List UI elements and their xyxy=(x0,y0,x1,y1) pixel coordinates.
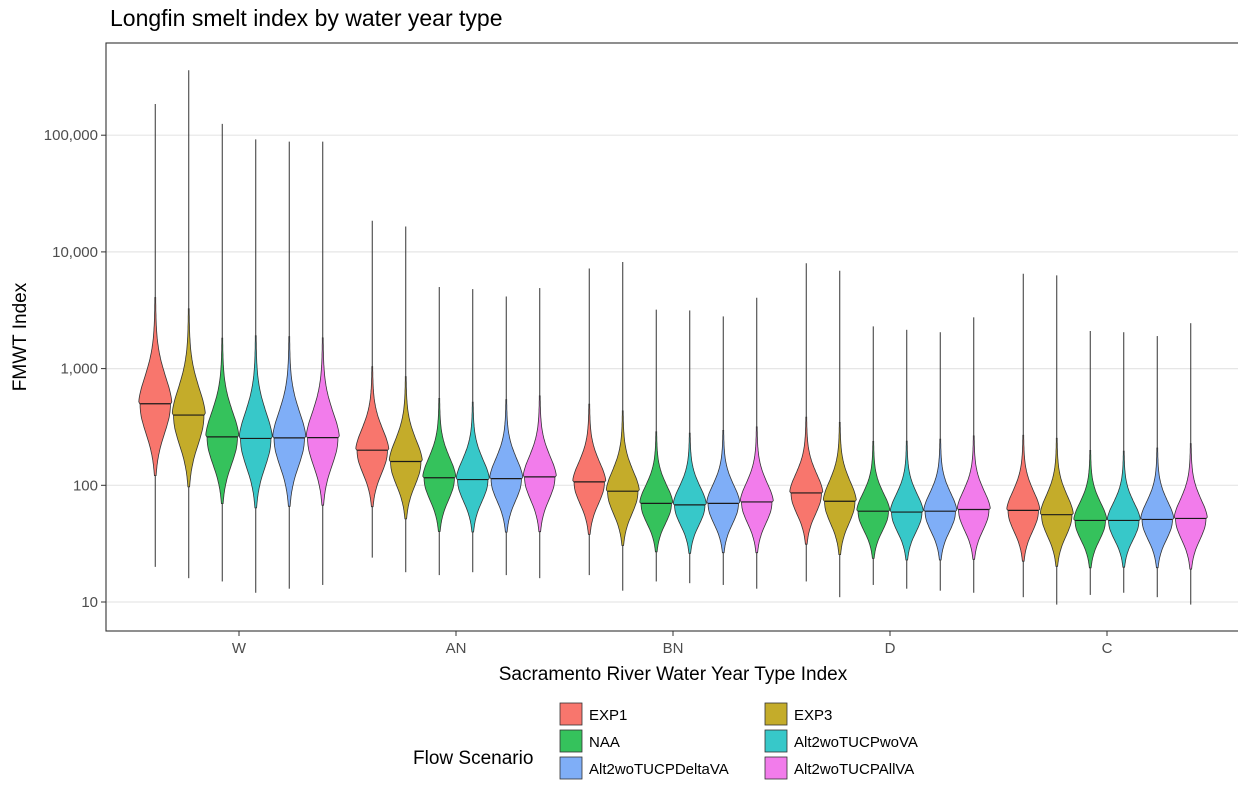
violin-EXP3-D xyxy=(822,270,857,598)
violin-EXP3-BN xyxy=(605,261,640,591)
violin-body xyxy=(455,401,490,533)
violins xyxy=(138,70,1208,605)
violin-NAA-AN xyxy=(422,287,457,576)
violin-body xyxy=(822,422,857,555)
violin-body xyxy=(672,432,707,554)
chart-title: Longfin smelt index by water year type xyxy=(110,5,502,31)
violin-Alt2woTUCPDeltaVA-AN xyxy=(489,296,524,576)
x-tick-label: AN xyxy=(446,640,467,657)
x-axis: W AN BN D C xyxy=(232,631,1113,657)
violin-body xyxy=(639,431,674,553)
y-tick-label: 10 xyxy=(81,594,98,611)
legend-key xyxy=(764,756,788,780)
violin-body xyxy=(1173,443,1208,570)
violin-body xyxy=(272,336,307,507)
violin-body xyxy=(138,297,173,476)
violin-Alt2woTUCPAllVA-BN xyxy=(739,297,774,589)
violin-body xyxy=(1106,450,1141,568)
violin-Alt2woTUCPwoVA-D xyxy=(889,329,924,589)
violin-Alt2woTUCPDeltaVA-C xyxy=(1140,336,1175,598)
violin-Alt2woTUCPwoVA-C xyxy=(1106,332,1141,593)
violin-Alt2woTUCPAllVA-D xyxy=(956,317,991,593)
violin-Alt2woTUCPwoVA-BN xyxy=(672,310,707,584)
x-axis-title: Sacramento River Water Year Type Index xyxy=(499,664,848,685)
violin-body xyxy=(739,426,774,554)
y-axis-title: FMWT Index xyxy=(10,282,31,391)
violin-Alt2woTUCPwoVA-W xyxy=(238,139,273,593)
violin-Alt2woTUCPDeltaVA-W xyxy=(272,141,307,589)
legend-label: EXP3 xyxy=(794,707,832,724)
violin-NAA-W xyxy=(205,123,240,582)
violin-body xyxy=(1140,447,1175,569)
violin-body xyxy=(1073,450,1108,569)
legend-key xyxy=(559,756,583,780)
violin-body xyxy=(388,376,423,520)
violin-body xyxy=(923,438,958,561)
y-tick-label: 1,000 xyxy=(60,361,98,378)
y-tick-label: 100,000 xyxy=(44,127,98,144)
violin-body xyxy=(856,441,891,559)
legend-key xyxy=(764,702,788,726)
violin-Alt2woTUCPwoVA-AN xyxy=(455,289,490,573)
y-tick-label: 100 xyxy=(73,477,98,494)
violin-Alt2woTUCPDeltaVA-BN xyxy=(706,316,741,585)
violin-body xyxy=(422,398,457,532)
violin-EXP3-W xyxy=(171,70,206,579)
y-tick-label: 10,000 xyxy=(52,244,98,261)
violin-body xyxy=(355,366,390,508)
violin-EXP3-AN xyxy=(388,226,423,573)
violin-body xyxy=(305,337,340,506)
x-tick-label: W xyxy=(232,640,247,657)
violin-NAA-D xyxy=(856,326,891,585)
violin-NAA-C xyxy=(1073,330,1108,595)
violin-body xyxy=(605,410,640,546)
legend-label: NAA xyxy=(589,734,620,751)
x-tick-label: BN xyxy=(663,640,684,657)
violin-body xyxy=(522,395,557,533)
plot-background xyxy=(106,43,1238,631)
legend-key xyxy=(764,729,788,753)
violin-EXP1-C xyxy=(1006,273,1041,598)
legend-key xyxy=(559,729,583,753)
violin-Alt2woTUCPAllVA-AN xyxy=(522,288,557,579)
violin-Alt2woTUCPAllVA-W xyxy=(305,141,340,585)
violin-EXP1-W xyxy=(138,104,173,567)
violin-EXP1-D xyxy=(789,263,824,582)
violin-body xyxy=(789,416,824,545)
violin-body xyxy=(205,337,240,504)
violin-body xyxy=(1039,437,1074,567)
violin-NAA-BN xyxy=(639,309,674,582)
violin-Alt2woTUCPAllVA-C xyxy=(1173,323,1208,605)
violin-body xyxy=(706,430,741,554)
violin-body xyxy=(171,308,206,488)
violin-EXP3-C xyxy=(1039,275,1074,605)
legend-label: EXP1 xyxy=(589,707,627,724)
violin-EXP1-BN xyxy=(572,268,607,576)
violin-body xyxy=(489,399,524,533)
y-axis: 10 100 1,000 10,000 100,000 xyxy=(44,127,106,611)
legend-label: Alt2woTUCPAllVA xyxy=(794,761,914,778)
legend: Flow Scenario EXP1 EXP3 NAA Alt2woTUCPwoVA A… xyxy=(413,702,918,780)
violin-body xyxy=(572,403,607,535)
legend-key xyxy=(559,702,583,726)
legend-label: Alt2woTUCPwoVA xyxy=(794,734,918,751)
violin-body xyxy=(1006,434,1041,562)
x-tick-label: C xyxy=(1102,640,1113,657)
violin-EXP1-AN xyxy=(355,220,390,558)
violin-Alt2woTUCPDeltaVA-D xyxy=(923,332,958,591)
x-tick-label: D xyxy=(885,640,896,657)
violin-body xyxy=(889,440,924,561)
violin-body xyxy=(238,335,273,509)
legend-title: Flow Scenario xyxy=(413,748,533,769)
legend-label: Alt2woTUCPDeltaVA xyxy=(589,761,729,778)
violin-body xyxy=(956,435,991,560)
